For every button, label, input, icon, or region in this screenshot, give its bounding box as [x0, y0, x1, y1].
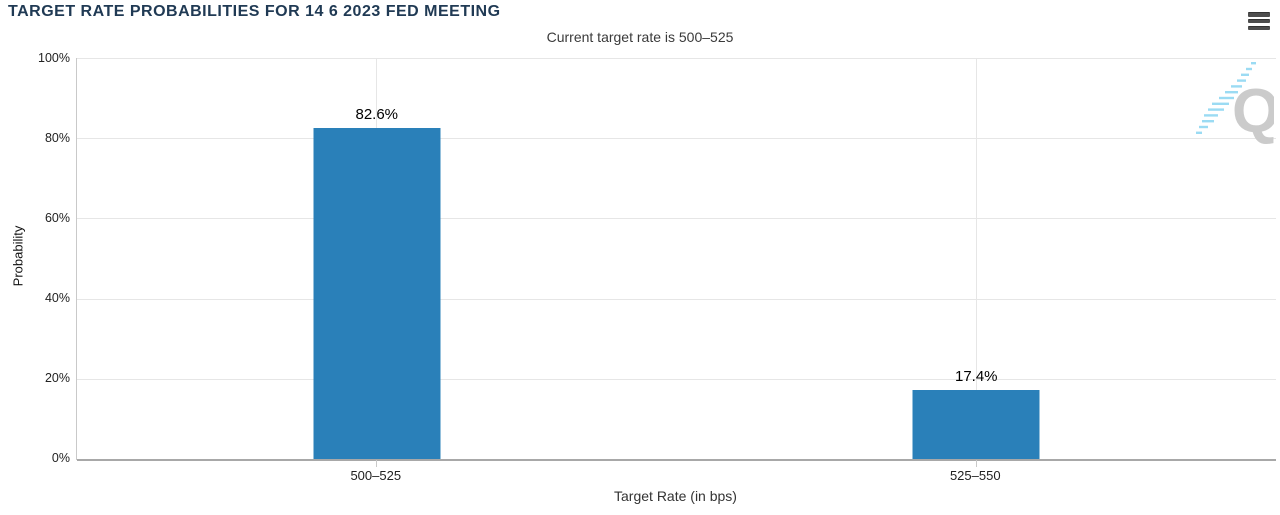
y-tick-label: 20%: [44, 371, 70, 385]
bar-525-550[interactable]: [912, 390, 1040, 460]
chart-subtitle: Current target rate is 500–525: [546, 29, 734, 45]
gridline-60pct: [77, 218, 1276, 219]
chart-title: TARGET RATE PROBABILITIES FOR 14 6 2023 …: [8, 3, 501, 20]
y-axis-title: Probability: [10, 225, 26, 287]
hamburger-bar: [1248, 18, 1270, 24]
category-slot-525-550: 17.4%: [677, 58, 1277, 460]
x-tick-label-525-550: 525–550: [949, 468, 1001, 483]
x-axis-labels: 500–525 525–550: [76, 468, 1275, 483]
x-axis-line: [77, 459, 1276, 461]
x-tick-1: [376, 460, 378, 467]
y-tick-label: 40%: [44, 291, 70, 305]
x-tick-label-500-525: 500–525: [350, 468, 402, 483]
data-label-500-525: 82.6%: [355, 106, 399, 123]
hamburger-bar: [1248, 12, 1270, 17]
x-axis-title: Target Rate (in bps): [614, 488, 737, 504]
bar-500-525[interactable]: [313, 128, 441, 460]
data-label-525-550: 17.4%: [954, 368, 998, 385]
category-slot-500-525: 82.6%: [77, 58, 677, 460]
y-tick-label: 0%: [51, 451, 70, 465]
gridline-40pct: [77, 299, 1276, 300]
y-tick-label: 100%: [38, 51, 70, 65]
gridline-category-2: [975, 58, 977, 460]
gridline-80pct: [77, 138, 1276, 139]
y-tick-label: 60%: [44, 211, 70, 225]
gridline-100pct: [77, 58, 1276, 59]
bar-series: 82.6% 17.4%: [77, 58, 1276, 460]
gridline-20pct: [77, 379, 1276, 380]
plot-area: Q 82.6% 17.4%: [76, 58, 1276, 467]
hamburger-menu-icon[interactable]: [1248, 12, 1272, 30]
y-tick-label: 80%: [44, 131, 70, 145]
x-tick-2: [975, 460, 977, 467]
hamburger-bar: [1248, 25, 1270, 30]
